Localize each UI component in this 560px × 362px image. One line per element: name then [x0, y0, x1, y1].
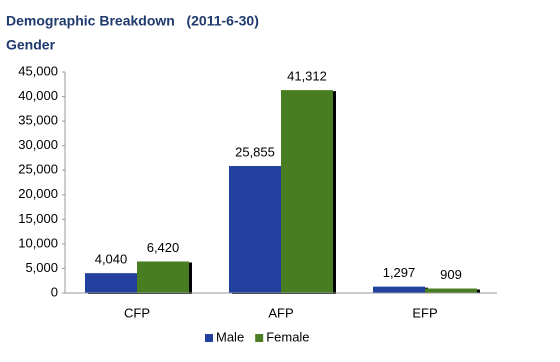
x-tick-label: EFP — [412, 305, 437, 320]
legend-swatch — [255, 334, 264, 342]
chart-title: Demographic Breakdown (2011-6-30) — [6, 13, 259, 29]
y-tick-label: 15,000 — [18, 211, 58, 226]
y-tick-label: 20,000 — [18, 186, 58, 201]
bar — [281, 90, 333, 293]
bar — [229, 166, 281, 293]
x-tick-label: AFP — [268, 305, 293, 320]
legend-label: Male — [216, 329, 244, 344]
y-tick-label: 5,000 — [25, 260, 58, 275]
chart-subtitle: Gender — [6, 37, 56, 53]
x-tick-label: CFP — [124, 305, 150, 320]
legend-label: Female — [266, 329, 309, 344]
value-label: 4,040 — [95, 252, 128, 267]
y-tick-label: 30,000 — [18, 137, 58, 152]
y-tick-label: 45,000 — [18, 63, 58, 78]
value-label: 25,855 — [235, 144, 275, 159]
y-tick-label: 35,000 — [18, 113, 58, 128]
y-tick-label: 25,000 — [18, 162, 58, 177]
y-tick-label: 40,000 — [18, 88, 58, 103]
legend-swatch — [205, 334, 213, 342]
bar — [425, 288, 477, 293]
bar — [137, 261, 189, 293]
value-label: 1,297 — [383, 265, 416, 280]
y-tick-label: 0 — [51, 284, 58, 299]
value-label: 6,420 — [147, 240, 180, 255]
value-label: 909 — [440, 267, 462, 282]
y-tick-label: 10,000 — [18, 235, 58, 250]
value-label: 41,312 — [287, 69, 327, 84]
bar — [373, 286, 425, 293]
bar — [85, 273, 137, 293]
